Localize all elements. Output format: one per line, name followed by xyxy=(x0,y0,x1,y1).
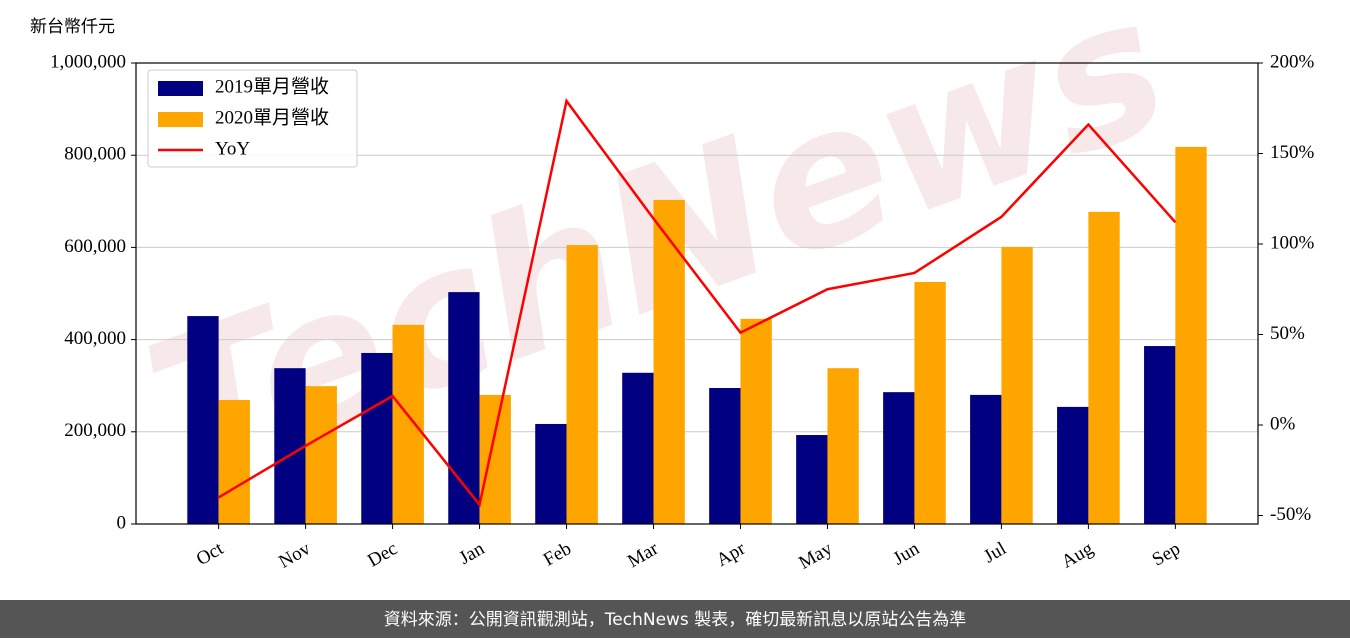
bar xyxy=(1088,211,1120,524)
bar xyxy=(1001,246,1033,524)
bar xyxy=(653,199,685,525)
legend-label: 2020單月營收 xyxy=(215,106,329,128)
bar xyxy=(218,399,250,524)
y2-tick-label: 50% xyxy=(1270,323,1305,344)
x-tick-label: Dec xyxy=(364,538,401,571)
bar xyxy=(796,435,828,524)
y-tick-label: 0 xyxy=(117,512,127,533)
bar xyxy=(274,368,306,524)
x-tick-label: Jul xyxy=(980,538,1010,567)
bar xyxy=(827,368,859,524)
y2-tick-label: 200% xyxy=(1270,51,1315,72)
footer-bar xyxy=(0,600,1350,638)
plot-frame xyxy=(135,62,1259,525)
y2-tick-label: -50% xyxy=(1270,504,1311,525)
y-tick-label: 600,000 xyxy=(64,236,126,257)
bar xyxy=(392,324,424,524)
bar xyxy=(883,392,915,524)
line xyxy=(217,98,1177,508)
x-tick-label: Aug xyxy=(1058,538,1097,573)
bar xyxy=(361,352,393,524)
x-tick-label: Oct xyxy=(193,538,228,570)
bar xyxy=(566,245,598,524)
x-tick-label: Sep xyxy=(1149,538,1184,570)
bar xyxy=(622,372,654,524)
y-axis-label: 新台幣仟元 xyxy=(30,17,115,37)
x-tick-label: Feb xyxy=(540,538,575,570)
bar xyxy=(479,394,511,524)
bar xyxy=(535,423,567,524)
bar xyxy=(1057,406,1089,524)
bar xyxy=(970,394,1002,524)
bar xyxy=(740,318,772,524)
x-tick-label: Nov xyxy=(275,538,314,573)
legend-swatch xyxy=(158,112,203,127)
y2-tick-label: 100% xyxy=(1270,232,1315,253)
x-tick-label: Jun xyxy=(890,538,924,570)
legend-label: YoY xyxy=(215,138,250,159)
bar xyxy=(1144,346,1176,524)
legend-swatch xyxy=(158,81,203,96)
y-tick-label: 800,000 xyxy=(64,144,126,165)
bar xyxy=(1175,146,1207,525)
bar xyxy=(914,281,946,524)
bar xyxy=(305,386,337,524)
x-tick-label: May xyxy=(795,538,836,574)
y-tick-label: 400,000 xyxy=(64,328,126,349)
x-tick-label: Jan xyxy=(456,538,489,569)
y2-tick-label: 0% xyxy=(1270,413,1296,434)
bar xyxy=(187,316,219,524)
y-tick-label: 1,000,000 xyxy=(50,51,126,72)
x-tick-label: Mar xyxy=(624,538,662,572)
x-tick-label: Apr xyxy=(713,538,750,571)
footer: 資料來源：公開資訊觀測站，TechNews 製表，確切最新訊息以原站公告為準 xyxy=(384,610,966,630)
bar xyxy=(709,388,741,524)
legend-label: 2019單月營收 xyxy=(215,75,329,97)
y-tick-label: 200,000 xyxy=(64,420,126,441)
y2-tick-label: 150% xyxy=(1270,142,1315,163)
bar xyxy=(448,292,480,524)
